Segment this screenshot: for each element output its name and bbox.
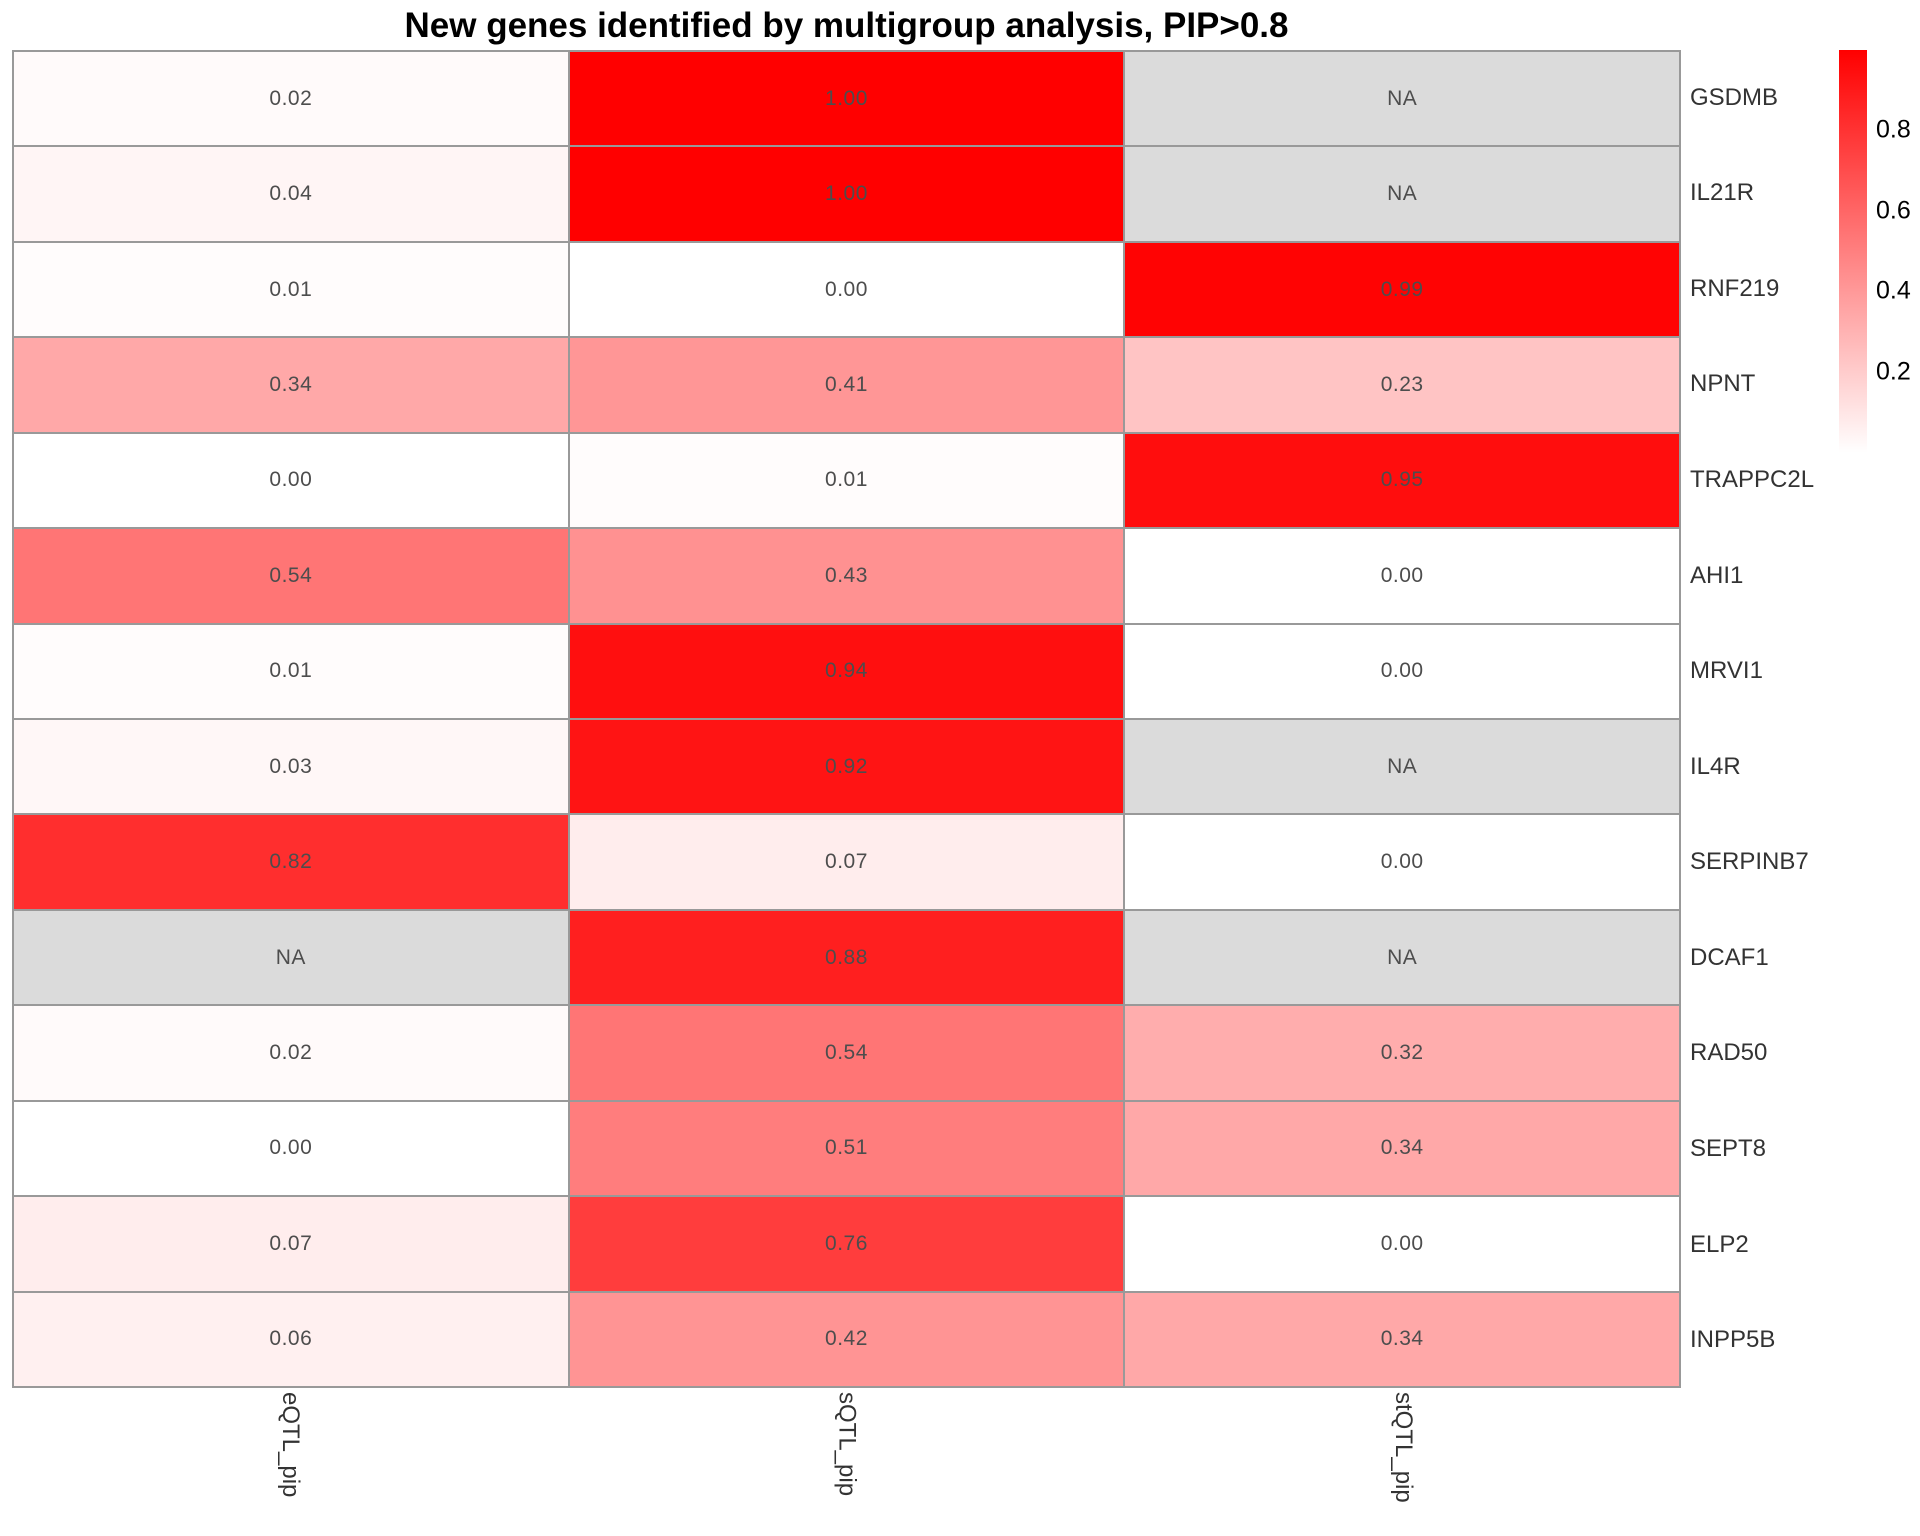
heatmap-cell-IL21R-eQTL_pip: 0.04	[14, 147, 568, 241]
gene-label-RNF219: RNF219	[1690, 274, 1780, 302]
heatmap-cell-SERPINB7-eQTL_pip: 0.82	[14, 815, 568, 909]
heatmap-cell-DCAF1-stQTL_pip: NA	[1125, 910, 1679, 1005]
heatmap-cell-GSDMB-eQTL_pip: 0.02	[14, 52, 568, 146]
gene-label-AHI1: AHI1	[1690, 561, 1744, 589]
gene-label-INPP5B: INPP5B	[1690, 1326, 1776, 1354]
heatmap-cell-MRVI1-stQTL_pip: 0.00	[1125, 624, 1679, 718]
heatmap-cell-IL4R-eQTL_pip: 0.03	[14, 720, 568, 814]
heatmap-cell-IL21R-sQTL_pip: 1.00	[569, 147, 1124, 241]
y-axis-labels: GSDMB IL21R RNF219 NPNT TRAPPC2L AHI1 MRVI1 IL4…	[1690, 50, 1850, 1388]
gene-label-GSDMB: GSDMB	[1690, 83, 1779, 111]
gene-label-IL4R: IL4R	[1690, 752, 1741, 780]
heatmap-cell-GSDMB-stQTL_pip: NA	[1125, 52, 1679, 146]
heatmap-cell-RNF219-eQTL_pip: 0.01	[14, 242, 568, 337]
heatmap-cell-MRVI1-sQTL_pip: 0.94	[569, 624, 1124, 718]
heatmap-cell-NPNT-eQTL_pip: 0.34	[14, 338, 568, 432]
legend-tick-0.6: 0.6	[1876, 196, 1911, 225]
legend-tick-0.4: 0.4	[1876, 276, 1911, 305]
heatmap-cell-SERPINB7-stQTL_pip: 0.00	[1125, 815, 1679, 909]
heatmap-cell-INPP5B-sQTL_pip: 0.42	[569, 1292, 1124, 1386]
heatmap-cell-SERPINB7-sQTL_pip: 0.07	[569, 815, 1124, 909]
legend-tick-0.2: 0.2	[1876, 357, 1911, 386]
heatmap-cell-SEPT8-stQTL_pip: 0.34	[1125, 1101, 1679, 1196]
gene-label-NPNT: NPNT	[1690, 370, 1756, 398]
column-label-stQTL_pip: stQTL_pip	[1389, 1392, 1417, 1503]
heatmap-cell-IL4R-sQTL_pip: 0.92	[569, 720, 1124, 814]
heatmap-cell-RNF219-sQTL_pip: 0.00	[569, 242, 1124, 337]
heatmap-cell-RNF219-stQTL_pip: 0.99	[1125, 242, 1679, 337]
heatmap-cell-AHI1-stQTL_pip: 0.00	[1125, 529, 1679, 623]
heatmap-cell-TRAPPC2L-stQTL_pip: 0.95	[1125, 433, 1679, 528]
heatmap-cell-TRAPPC2L-sQTL_pip: 0.01	[569, 433, 1124, 528]
heatmap-cell-ELP2-sQTL_pip: 0.76	[569, 1197, 1124, 1291]
heatmap-cell-ELP2-eQTL_pip: 0.07	[14, 1197, 568, 1291]
gene-label-SEPT8: SEPT8	[1690, 1135, 1767, 1163]
heatmap-cell-AHI1-eQTL_pip: 0.54	[14, 529, 568, 623]
column-label-eQTL_pip: eQTL_pip	[277, 1392, 305, 1498]
legend-tick-0.8: 0.8	[1876, 115, 1911, 144]
heatmap-cell-IL4R-stQTL_pip: NA	[1125, 720, 1679, 814]
heatmap-cell-RAD50-eQTL_pip: 0.02	[14, 1006, 568, 1100]
heatmap-cell-DCAF1-eQTL_pip: NA	[14, 910, 568, 1005]
heatmap-panel: 0.02 1.00 NA 0.04 1.00 NA 0.01 0.00 0.99 0.34 0.41…	[12, 50, 1681, 1388]
heatmap-cell-INPP5B-stQTL_pip: 0.34	[1125, 1292, 1679, 1386]
heatmap-cell-SEPT8-sQTL_pip: 0.51	[569, 1101, 1124, 1196]
gene-label-SERPINB7: SERPINB7	[1690, 848, 1809, 876]
legend-tick-labels: 0.8 0.6 0.4 0.2	[1876, 50, 1920, 490]
heatmap-cell-INPP5B-eQTL_pip: 0.06	[14, 1292, 568, 1386]
legend-gradient-bar	[1839, 50, 1867, 490]
column-label-sQTL_pip: sQTL_pip	[833, 1392, 861, 1497]
x-axis-labels: eQTL_pip sQTL_pip stQTL_pip	[12, 1392, 1681, 1532]
heatmap-cell-ELP2-stQTL_pip: 0.00	[1125, 1197, 1679, 1291]
gene-label-IL21R: IL21R	[1690, 179, 1755, 207]
heatmap-cell-GSDMB-sQTL_pip: 1.00	[569, 52, 1124, 146]
heatmap-cell-NPNT-sQTL_pip: 0.41	[569, 338, 1124, 432]
heatmap-cell-TRAPPC2L-eQTL_pip: 0.00	[14, 433, 568, 528]
heatmap-cell-SEPT8-eQTL_pip: 0.00	[14, 1101, 568, 1196]
gene-label-RAD50: RAD50	[1690, 1039, 1768, 1067]
heatmap-cell-IL21R-stQTL_pip: NA	[1125, 147, 1679, 241]
gene-label-DCAF1: DCAF1	[1690, 943, 1769, 971]
gene-label-MRVI1: MRVI1	[1690, 657, 1763, 685]
heatmap-cell-AHI1-sQTL_pip: 0.43	[569, 529, 1124, 623]
heatmap-cell-NPNT-stQTL_pip: 0.23	[1125, 338, 1679, 432]
heatmap-cell-DCAF1-sQTL_pip: 0.88	[569, 910, 1124, 1005]
gene-label-ELP2: ELP2	[1690, 1230, 1749, 1258]
heatmap-cell-RAD50-stQTL_pip: 0.32	[1125, 1006, 1679, 1100]
heatmap-cell-MRVI1-eQTL_pip: 0.01	[14, 624, 568, 718]
heatmap-cell-RAD50-sQTL_pip: 0.54	[569, 1006, 1124, 1100]
gene-label-TRAPPC2L: TRAPPC2L	[1690, 466, 1815, 494]
chart-title: New genes identified by multigroup analy…	[404, 6, 1289, 45]
